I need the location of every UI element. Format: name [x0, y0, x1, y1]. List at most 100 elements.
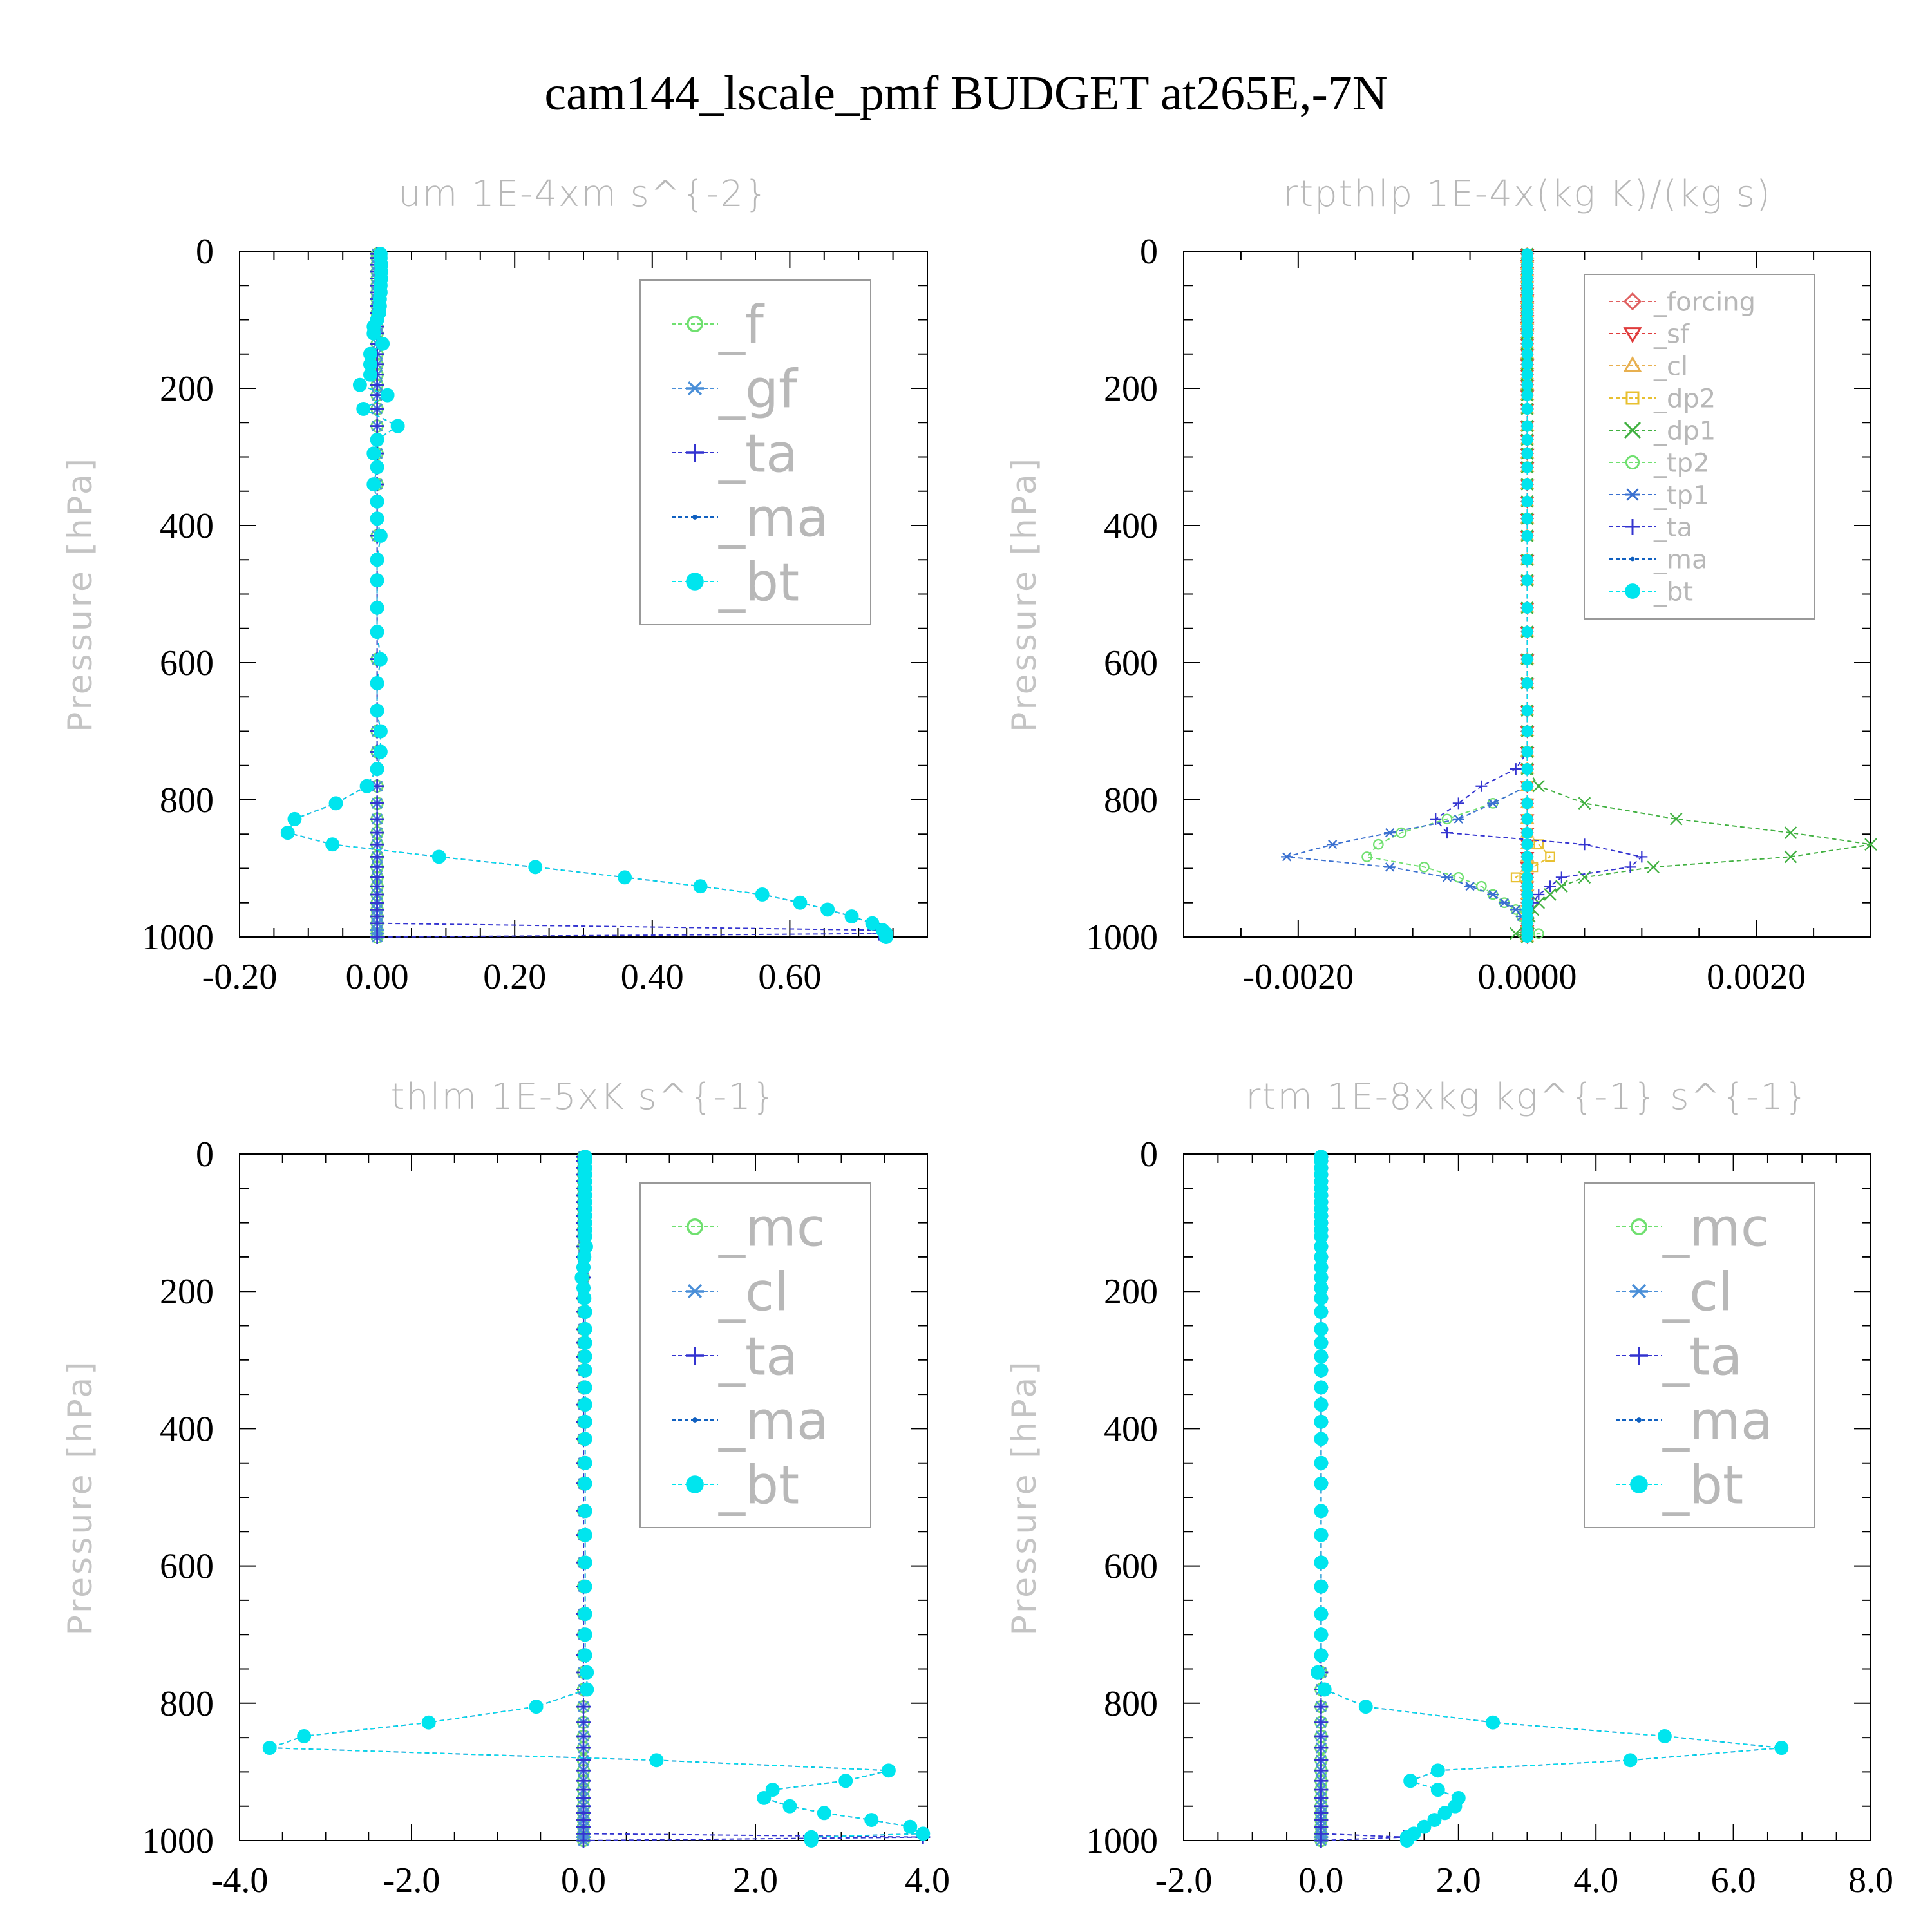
data-point	[576, 1741, 591, 1756]
x-tick-label: 0.60	[758, 957, 821, 997]
legend-item: _gf	[672, 359, 799, 421]
legend-label: _ma	[718, 1391, 829, 1452]
legend-item: _dp1	[1609, 416, 1716, 446]
data-point	[1521, 337, 1533, 350]
data-point	[1314, 1305, 1329, 1320]
legend-label: _f	[718, 295, 765, 356]
legend-item: _ta	[1609, 513, 1692, 542]
data-point	[373, 652, 388, 667]
data-point	[1314, 1579, 1329, 1594]
data-point	[328, 796, 343, 811]
data-point	[1521, 861, 1533, 873]
data-point	[578, 1455, 592, 1470]
data-point	[1314, 1363, 1329, 1378]
data-point	[576, 1833, 591, 1848]
legend-item: _cl	[1616, 1262, 1733, 1323]
panel-title: um 1E-4xm s^{-2}	[398, 173, 768, 215]
series-line	[1434, 254, 1643, 937]
data-point	[370, 553, 384, 567]
legend-item: _mc	[1616, 1198, 1770, 1259]
legend-marker	[1630, 1347, 1648, 1365]
data-point	[1314, 1380, 1329, 1395]
legend-item: _bt	[1609, 577, 1693, 607]
y-axis-label: Pressure [hPa]	[1005, 1359, 1044, 1636]
data-point	[375, 336, 390, 351]
legend-label: _mc	[1662, 1198, 1770, 1259]
y-tick-label: 1000	[1086, 918, 1158, 958]
legend-item: _bt	[1616, 1455, 1743, 1517]
data-point	[580, 1682, 594, 1697]
data-point	[576, 1700, 591, 1714]
data-point	[1464, 882, 1476, 891]
legend-label: _gf	[718, 359, 799, 421]
data-point	[578, 1349, 592, 1364]
data-point	[1475, 780, 1488, 792]
y-tick-label: 200	[160, 369, 214, 409]
legend-box	[1584, 274, 1815, 620]
series-line	[1320, 1157, 1404, 1841]
legend-label: _bt	[1662, 1455, 1743, 1517]
data-point	[1314, 1833, 1329, 1848]
y-tick-label: 200	[1104, 1272, 1158, 1312]
legend-label: _bt	[1653, 577, 1693, 607]
data-point	[528, 860, 543, 875]
data-point	[1544, 880, 1557, 893]
data-point	[1314, 1455, 1329, 1470]
data-point	[576, 1715, 591, 1730]
x-tick-label: -2.0	[1155, 1861, 1213, 1900]
y-tick-label: 600	[160, 1547, 214, 1587]
y-tick-label: 400	[160, 1409, 214, 1449]
legend-item: _bt	[672, 1455, 799, 1517]
data-point	[1521, 433, 1533, 446]
series-line	[1514, 254, 1551, 937]
data-point	[578, 1432, 592, 1446]
legend-item: _tp2	[1609, 448, 1710, 478]
data-point	[390, 419, 405, 433]
data-point	[370, 625, 384, 639]
y-tick-label: 600	[1104, 643, 1158, 683]
x-tick-label: 4.0	[905, 1861, 950, 1900]
data-point	[1545, 851, 1555, 862]
y-tick-label: 800	[1104, 781, 1158, 820]
series-ta	[1314, 1150, 1411, 1848]
data-point	[1314, 1291, 1329, 1305]
data-point	[1578, 838, 1591, 851]
data-point	[793, 895, 808, 910]
data-point	[865, 916, 880, 931]
data-point	[1864, 838, 1877, 851]
data-point	[1510, 872, 1521, 883]
legend-item: _dp2	[1609, 384, 1716, 413]
legend: _mc_cl_ta_ma_bt	[1584, 1182, 1815, 1528]
legend-marker	[686, 1283, 704, 1299]
legend-item: _f	[672, 295, 765, 356]
data-point	[1521, 529, 1533, 542]
x-tick-label: 0.40	[621, 957, 684, 997]
data-point	[1521, 495, 1533, 507]
data-point	[529, 1700, 544, 1714]
series-bt	[1521, 248, 1533, 943]
series-tp2	[1361, 248, 1544, 943]
data-point	[1358, 1700, 1373, 1714]
legend-marker	[686, 381, 704, 396]
series-bt	[280, 247, 893, 944]
y-tick-label: 400	[1104, 506, 1158, 546]
data-point	[370, 811, 384, 826]
data-point	[1314, 1321, 1329, 1336]
data-point	[370, 511, 384, 526]
data-point	[370, 916, 384, 931]
legend-marker	[1631, 1218, 1647, 1235]
data-point	[578, 1504, 592, 1519]
data-point	[1532, 779, 1546, 793]
legend-marker	[687, 316, 703, 332]
data-point	[1521, 420, 1533, 432]
legend-item: _bt	[672, 553, 799, 614]
data-point	[1521, 725, 1533, 737]
legend-item: _ta	[672, 1327, 798, 1388]
legend-item: _ma	[672, 1391, 829, 1452]
legend-marker	[1630, 1475, 1648, 1493]
panel-title: rtpthlp 1E-4x(kg K)/(kg s)	[1283, 173, 1772, 215]
data-point	[1314, 1627, 1329, 1642]
data-point	[1509, 927, 1522, 940]
legend-box	[639, 1182, 871, 1528]
